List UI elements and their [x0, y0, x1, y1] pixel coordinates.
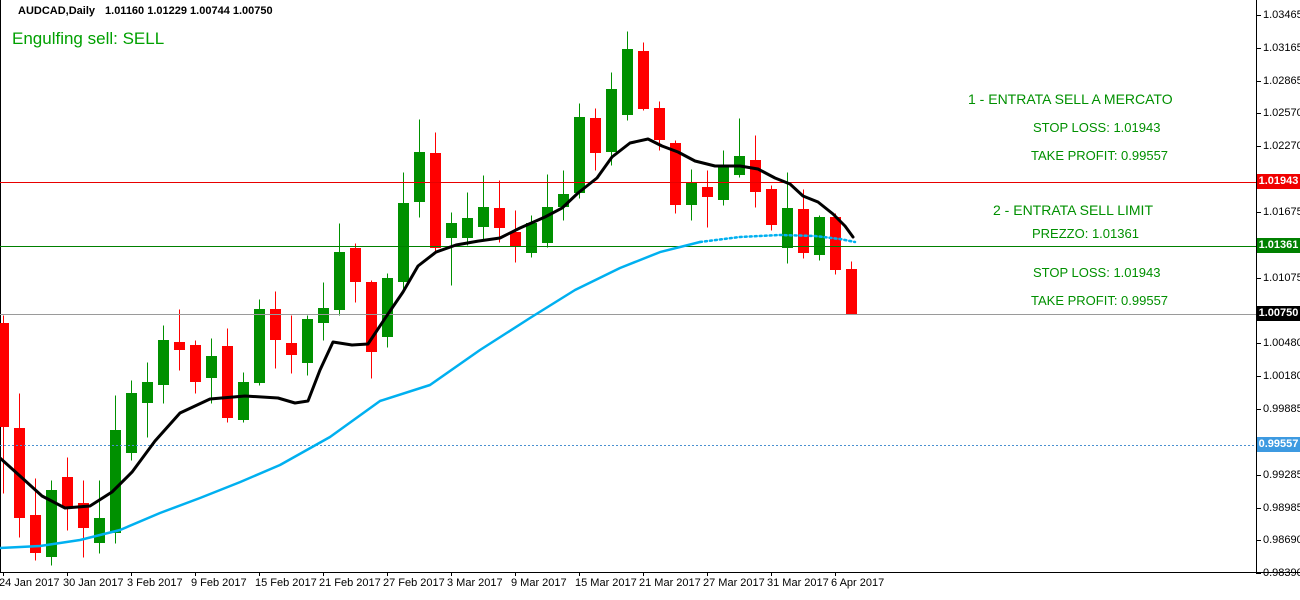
candle-body [446, 223, 457, 238]
date-label: 15 Feb 2017 [255, 577, 317, 589]
price-tick-label: 1.02570 [1263, 107, 1300, 119]
date-label: 31 Mar 2017 [767, 577, 829, 589]
price-tick-label: 0.98390 [1263, 567, 1300, 579]
ohlc-readout: 1.01160 1.01229 1.00744 1.00750 [105, 5, 273, 17]
date-label: 30 Jan 2017 [63, 577, 124, 589]
date-label: 21 Mar 2017 [639, 577, 701, 589]
slow-ma-line [0, 240, 702, 550]
price-tick-label: 1.02270 [1263, 140, 1300, 152]
price-tick-label: 0.98985 [1263, 502, 1300, 514]
candle-body [494, 208, 505, 228]
trade-annotation-4: 2 - ENTRATA SELL LIMIT [993, 202, 1154, 218]
candle-body [0, 323, 9, 427]
candle-body [254, 309, 265, 383]
candle-body [574, 117, 585, 193]
candle-body [270, 309, 281, 340]
fast-ma-line [0, 137, 855, 510]
candle-body [126, 393, 137, 453]
trade-annotation-5: PREZZO: 1.01361 [1032, 226, 1139, 241]
slow-ma-line-dotted-tail [698, 233, 857, 244]
trade-annotation-6: STOP LOSS: 1.01943 [1033, 265, 1161, 280]
candle-body [286, 343, 297, 355]
candle-body [334, 252, 345, 310]
candle-body [542, 207, 553, 243]
candle-body [702, 187, 713, 197]
candle-body [350, 248, 361, 282]
date-label: 3 Mar 2017 [447, 577, 503, 589]
candle-body [190, 345, 201, 382]
signal-label: Engulfing sell: SELL [12, 29, 165, 48]
candle-body [206, 356, 217, 378]
date-label: 9 Mar 2017 [511, 577, 567, 589]
price-tick-label: 1.00480 [1263, 337, 1300, 349]
candle-body [318, 308, 329, 323]
candle-body [622, 49, 633, 115]
candle-body [382, 278, 393, 337]
candle-body [302, 319, 313, 363]
candle-body [14, 428, 25, 518]
candle-body [62, 477, 73, 507]
candle-body [606, 89, 617, 152]
candle-body [590, 118, 601, 153]
candle-body [78, 503, 89, 528]
candle-body [94, 518, 105, 543]
price-tick-label: 1.01075 [1263, 272, 1300, 284]
candle-body [510, 232, 521, 247]
candle-body [766, 189, 777, 225]
chart-header: AUDCAD,Daily 1.01160 1.01229 1.00744 1.00… [18, 5, 273, 17]
price-tick-label: 0.99285 [1263, 469, 1300, 481]
price-tick-label: 1.02865 [1263, 75, 1300, 87]
candle-body [478, 207, 489, 227]
candle-body [670, 143, 681, 205]
candle-body [30, 515, 41, 553]
trade-annotation-3: TAKE PROFIT: 0.99557 [1031, 148, 1169, 163]
date-label: 3 Feb 2017 [127, 577, 183, 589]
candle-body [782, 208, 793, 248]
candle-body [142, 382, 153, 403]
date-label: 15 Mar 2017 [575, 577, 637, 589]
price-tick-label: 1.01675 [1263, 206, 1300, 218]
candle-body [238, 382, 249, 420]
trade-annotation-1: 1 - ENTRATA SELL A MERCATO [968, 91, 1173, 107]
candle-body [526, 223, 537, 253]
trade-annotation-7: TAKE PROFIT: 0.99557 [1031, 293, 1169, 308]
candle-body [158, 340, 169, 385]
date-label: 9 Feb 2017 [191, 577, 247, 589]
candle-body [830, 217, 841, 270]
candle-body [462, 218, 473, 238]
date-label: 21 Feb 2017 [319, 577, 381, 589]
price-tick-label: 0.98690 [1263, 534, 1300, 546]
candle-body [798, 209, 809, 253]
price-tick-label: 1.00180 [1263, 370, 1300, 382]
price-tick-label: 1.03465 [1263, 9, 1300, 21]
price-badge-1.00750: 1.00750 [1257, 306, 1300, 321]
date-label: 6 Apr 2017 [831, 577, 885, 589]
date-label: 27 Feb 2017 [383, 577, 445, 589]
candle-body [430, 153, 441, 248]
candle-body [110, 430, 121, 533]
candle-body [174, 342, 185, 350]
candle-body [366, 282, 377, 352]
candle-body [638, 51, 649, 109]
price-badge-1.01361: 1.01361 [1257, 238, 1300, 253]
price-badge-1.01943: 1.01943 [1257, 174, 1300, 189]
candle-body [750, 160, 761, 192]
candle-body [398, 203, 409, 282]
price-tick-label: 1.03165 [1263, 42, 1300, 54]
candle-body [222, 346, 233, 418]
symbol-period-label: AUDCAD,Daily [18, 5, 96, 17]
candle-body [686, 183, 697, 205]
candle-body [46, 490, 57, 557]
price-badge-0.99557: 0.99557 [1257, 437, 1300, 452]
candle-body [654, 108, 665, 140]
trade-annotation-2: STOP LOSS: 1.01943 [1033, 120, 1161, 135]
date-label: 24 Jan 2017 [0, 577, 60, 589]
candle-body [846, 269, 857, 314]
date-label: 27 Mar 2017 [703, 577, 765, 589]
candle-body [414, 152, 425, 202]
candle-body [558, 194, 569, 207]
price-tick-label: 0.99885 [1263, 403, 1300, 415]
